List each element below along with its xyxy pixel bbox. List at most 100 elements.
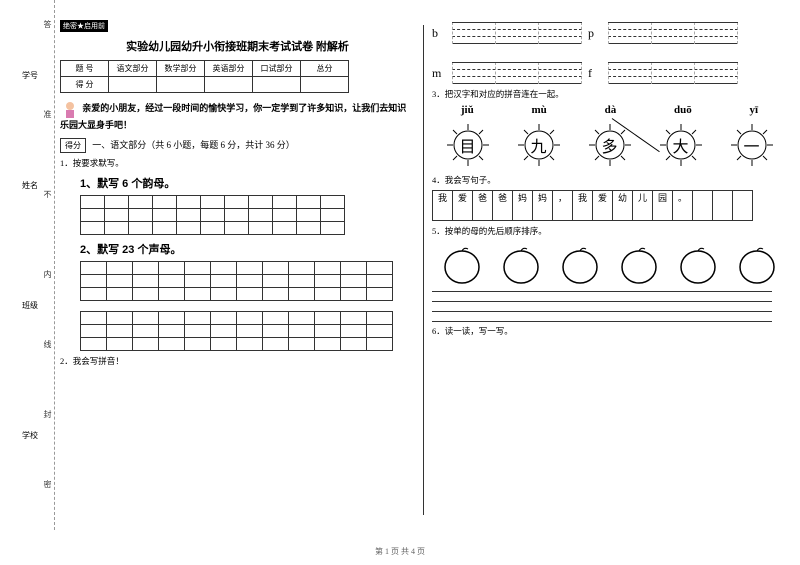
- four-line-grid: [608, 62, 738, 84]
- char: 多: [601, 133, 617, 157]
- binding-mark: 准: [42, 110, 53, 118]
- sun-char: 目: [443, 120, 493, 170]
- pinyin: mù: [532, 104, 547, 116]
- grid-6: [80, 195, 345, 235]
- q4-title: 4．我会写句子。: [432, 174, 787, 186]
- sun-char: 多: [585, 120, 635, 170]
- sentence-char: 爸: [493, 191, 513, 205]
- section1-title: 一、语文部分（共 6 小题，每题 6 分，共计 36 分）: [92, 140, 295, 150]
- sun-char: 一: [727, 120, 777, 170]
- vowel-apple: u: [618, 243, 660, 285]
- vowel-apple: i: [500, 243, 542, 285]
- sentence-char: 妈: [533, 191, 553, 205]
- vowel-apple: e: [736, 243, 778, 285]
- sentence-grid: 我 爱 爸 爸 妈 妈 ， 我 爱 幼 儿 园 。: [432, 190, 753, 221]
- vowel-apple: o: [559, 243, 601, 285]
- sentence-cell: [713, 191, 733, 205]
- score-cell: [205, 77, 253, 93]
- pinyin: dà: [605, 104, 617, 116]
- binding-school: 学校: [22, 430, 38, 441]
- secret-tag: 绝密★启用前: [60, 20, 108, 32]
- sentence-char: 我: [573, 191, 593, 205]
- score-header: 英语部分: [205, 61, 253, 77]
- binding-mark5: 封: [42, 410, 53, 418]
- mascot-icon: [60, 99, 80, 119]
- apple-icon: [677, 243, 719, 285]
- vowel-apple: a: [441, 243, 483, 285]
- binding-mark3: 内: [42, 270, 53, 278]
- right-column: b p m f 3．把汉字和对应的拼音连在一起。 jiǔ mù dà duō y…: [432, 20, 787, 530]
- sentence-char: 妈: [513, 191, 533, 205]
- grid-23b: [80, 311, 393, 351]
- intro-text: 亲爱的小朋友，经过一段时间的愉快学习，你一定学到了许多知识，让我们去知识乐园大显…: [60, 99, 415, 132]
- apple-icon: [559, 243, 601, 285]
- score-cell: [253, 77, 301, 93]
- pinyin: duō: [674, 104, 692, 116]
- binding-mark2: 不: [42, 190, 53, 198]
- q3-title: 3．把汉字和对应的拼音连在一起。: [432, 88, 787, 100]
- q1-title: 1．按要求默写。: [60, 157, 415, 169]
- letter-f: f: [588, 66, 602, 81]
- char: 目: [459, 133, 475, 157]
- binding-class: 班级: [22, 300, 38, 311]
- sentence-char: 我: [433, 191, 453, 205]
- sun-row: 目 九 多 大 一: [432, 120, 787, 170]
- sentence-char: 幼: [613, 191, 633, 205]
- sentence-char: ，: [553, 191, 573, 205]
- binding-mark4: 线: [42, 340, 53, 348]
- exam-title: 实验幼儿园幼升小衔接班期末考试试卷 附解析: [60, 38, 415, 54]
- apple-icon: [441, 243, 483, 285]
- binding-mark6: 密: [42, 480, 53, 488]
- letter-b: b: [432, 26, 446, 41]
- binding-margin: 答 学号 准 姓名 不 内 班级 线 封 学校 密: [0, 0, 55, 530]
- sentence-char: 。: [673, 191, 693, 205]
- binding-name: 姓名: [22, 180, 38, 191]
- score-header: 总分: [301, 61, 349, 77]
- page-content: 绝密★启用前 实验幼儿园幼升小衔接班期末考试试卷 附解析 题 号 语文部分 数学…: [60, 0, 800, 530]
- four-line-grid: [608, 22, 738, 44]
- char: 九: [530, 133, 546, 157]
- score-cell: [109, 77, 157, 93]
- sentence-cell: [733, 191, 753, 205]
- apple-icon: [618, 243, 660, 285]
- char: 大: [672, 133, 688, 157]
- binding-student-no: 学号: [22, 70, 38, 81]
- score-table: 题 号 语文部分 数学部分 英语部分 口试部分 总分 得 分: [60, 60, 349, 93]
- sun-char: 九: [514, 120, 564, 170]
- pinyin: yī: [750, 104, 759, 116]
- score-row: 得 分: [61, 77, 109, 93]
- binding-answer: 答: [42, 20, 53, 28]
- sentence-char: 儿: [633, 191, 653, 205]
- left-column: 绝密★启用前 实验幼儿园幼升小衔接班期末考试试卷 附解析 题 号 语文部分 数学…: [60, 20, 415, 530]
- vowel-apple: ü: [677, 243, 719, 285]
- letter-row-bp: b p: [432, 22, 787, 44]
- apple-icon: [500, 243, 542, 285]
- score-header: 题 号: [61, 61, 109, 77]
- four-line-wide: [432, 291, 772, 321]
- score-box: 得分: [60, 138, 86, 153]
- score-header: 数学部分: [157, 61, 205, 77]
- sun-char: 大: [656, 120, 706, 170]
- q2-title: 2．我会写拼音！: [60, 355, 415, 367]
- sentence-char: 园: [653, 191, 673, 205]
- score-header: 口试部分: [253, 61, 301, 77]
- section-header: 得分 一、语文部分（共 6 小题，每题 6 分，共计 36 分）: [60, 138, 415, 153]
- page-footer: 第 1 页 共 4 页: [0, 546, 800, 557]
- q5-title: 5．按单的母的先后顺序排序。: [432, 225, 787, 237]
- sentence-char: 爱: [593, 191, 613, 205]
- pinyin-row: jiǔ mù dà duō yī: [432, 104, 787, 116]
- letter-m: m: [432, 66, 446, 81]
- intro-content: 亲爱的小朋友，经过一段时间的愉快学习，你一定学到了许多知识，让我们去知识乐园大显…: [60, 103, 406, 130]
- column-divider: [423, 25, 424, 515]
- score-header: 语文部分: [109, 61, 157, 77]
- grid-23a: [80, 261, 393, 301]
- four-line-grid: [452, 22, 582, 44]
- sentence-char: 爱: [453, 191, 473, 205]
- score-cell: [157, 77, 205, 93]
- four-line-grid: [452, 62, 582, 84]
- pinyin: jiǔ: [461, 104, 474, 116]
- score-cell: [301, 77, 349, 93]
- apple-icon: [736, 243, 778, 285]
- char: 一: [743, 133, 759, 157]
- sentence-char: 爸: [473, 191, 493, 205]
